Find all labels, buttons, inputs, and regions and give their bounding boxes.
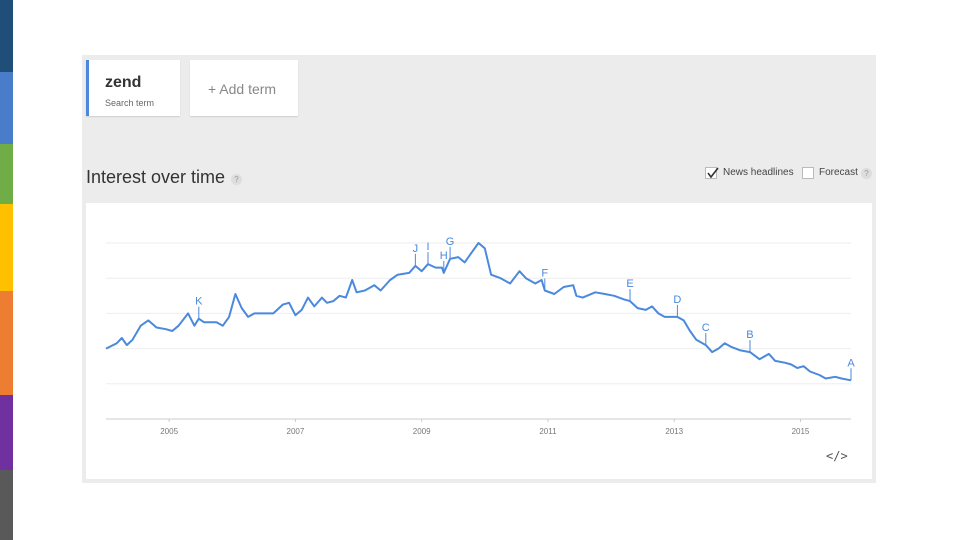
annotation-h[interactable]: H xyxy=(440,250,448,273)
help-icon[interactable]: ? xyxy=(231,174,242,185)
stripe-3 xyxy=(0,144,13,204)
trends-frame: zend Search term + Add term Interest ove… xyxy=(82,55,876,483)
add-term-label: + Add term xyxy=(208,81,277,97)
x-tick-label: 2005 xyxy=(160,427,178,436)
x-tick-label: 2013 xyxy=(665,427,683,436)
annotation-letter: F xyxy=(541,268,548,280)
search-term-sublabel: Search term xyxy=(105,98,155,108)
annotation-letter: C xyxy=(702,322,710,334)
annotation-j[interactable]: J xyxy=(413,243,419,266)
annotation-f[interactable]: F xyxy=(541,268,548,291)
x-tick-label: 2015 xyxy=(792,427,810,436)
annotation-b[interactable]: B xyxy=(746,329,754,353)
section-title: Interest over time xyxy=(86,167,226,187)
forecast-help-icon[interactable]: ? xyxy=(861,168,872,179)
annotation-g[interactable]: G xyxy=(446,236,455,259)
stripe-7 xyxy=(0,470,13,540)
series-layer xyxy=(105,242,852,382)
stripe-1 xyxy=(0,0,13,72)
forecast-label: Forecast xyxy=(819,167,858,178)
annotation-letter: A xyxy=(847,357,855,369)
stripe-5 xyxy=(0,291,13,395)
grid-lines xyxy=(106,242,851,420)
stripe-2 xyxy=(0,72,13,144)
forecast-checkbox[interactable] xyxy=(802,167,814,179)
annotation-letter: H xyxy=(440,250,448,262)
x-tick-label: 2007 xyxy=(287,427,305,436)
search-term-name: zend xyxy=(105,74,142,91)
annotation-e[interactable]: E xyxy=(626,278,634,302)
annotation-letter: B xyxy=(746,329,753,341)
annotation-k[interactable]: K xyxy=(195,296,203,319)
checkmark-icon xyxy=(707,167,719,179)
x-tick-label: 2011 xyxy=(539,427,557,436)
news-headlines-checkbox[interactable] xyxy=(705,167,719,179)
series-line xyxy=(105,242,852,382)
annotation-c[interactable]: C xyxy=(702,322,710,346)
x-tick-label: 2009 xyxy=(413,427,431,436)
annotation-i[interactable]: I xyxy=(426,241,430,265)
add-term-button[interactable]: + Add term xyxy=(190,60,298,116)
annotation-letter: D xyxy=(673,294,681,306)
annotations: K J IHG F E D C B A xyxy=(195,236,855,381)
annotation-letter: I xyxy=(426,241,429,253)
annotation-letter: E xyxy=(626,278,633,290)
annotation-letter: K xyxy=(195,296,203,308)
embed-code-icon[interactable]: </> xyxy=(826,449,848,463)
annotation-letter: J xyxy=(413,243,419,255)
news-headlines-label: News headlines xyxy=(723,167,794,178)
annotation-letter: G xyxy=(446,236,455,248)
search-term-card[interactable]: zend Search term xyxy=(86,60,180,116)
annotation-d[interactable]: D xyxy=(673,294,681,317)
stripe-6 xyxy=(0,395,13,470)
interest-chart: 2005 2007 2009 2011 2013 2015 K J IHG F E D C B A xyxy=(105,236,855,436)
color-stripe-bar xyxy=(0,0,13,540)
annotation-a[interactable]: A xyxy=(847,357,855,381)
x-axis-ticks: 2005 2007 2009 2011 2013 2015 xyxy=(160,419,810,436)
stripe-4 xyxy=(0,204,13,291)
